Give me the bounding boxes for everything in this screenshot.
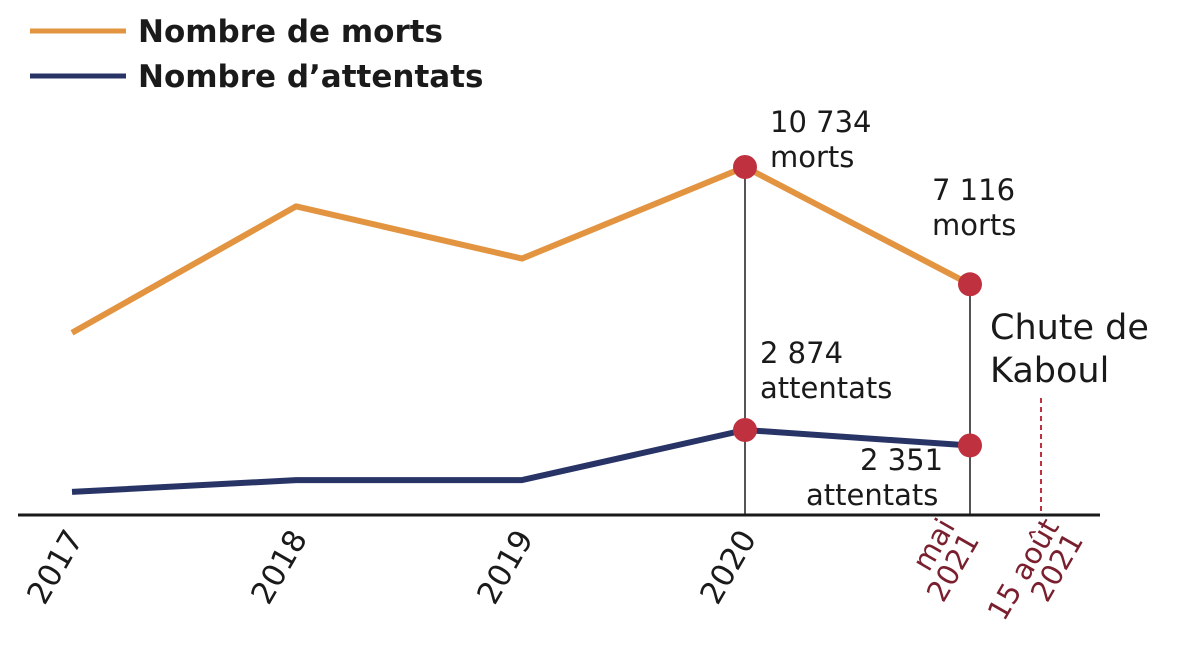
data-point [958,272,982,297]
x-tick-label: 2019 [470,524,541,610]
tick-text: 2020 [693,524,764,610]
data-label: 10 734 [770,105,871,139]
x-tick-label: 2017 [20,524,91,610]
series-line-morts [70,164,972,336]
x-tick-label: 2020 [693,524,764,610]
data-label: attentats [760,371,892,405]
data-label: morts [932,208,1016,242]
data-label: 2 351 [860,443,943,477]
legend-label: Nombre d’attentats [138,59,483,95]
data-label: 7 116 [932,173,1015,207]
data-point [733,155,757,179]
tick-text: 2018 [244,524,315,610]
data-label: morts [770,140,854,174]
event-label: Kaboul [990,351,1109,391]
highlight-points [733,155,982,458]
data-label: attentats [806,478,938,512]
x-tick-label: 2018 [244,524,315,610]
legend-label: Nombre de morts [138,14,443,50]
legend: Nombre de morts Nombre d’attentats [30,14,483,95]
series-lines [70,164,972,495]
drop-lines [744,167,971,515]
tick-text: 2017 [20,524,91,610]
data-point [958,433,982,458]
series-line-attentats [71,427,971,495]
event-label: Chute de [990,308,1149,348]
data-point [733,418,757,442]
tick-text: 2019 [470,524,541,610]
data-label: 2 874 [760,336,843,370]
